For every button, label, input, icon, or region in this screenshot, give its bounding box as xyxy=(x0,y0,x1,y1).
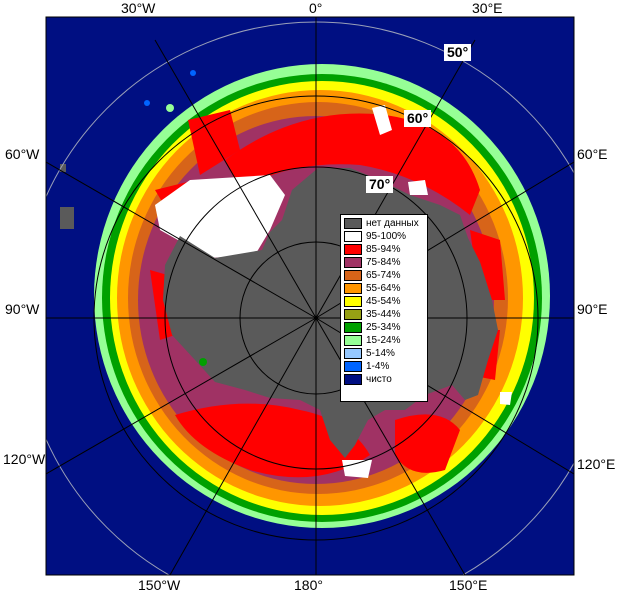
legend-swatch xyxy=(344,296,362,307)
ice-speck-25-34 xyxy=(199,358,207,366)
no-data-dot-left xyxy=(60,164,66,172)
legend-label: 15-24% xyxy=(366,334,401,346)
legend-label: 45-54% xyxy=(366,295,401,307)
legend-item-15-24: 15-24% xyxy=(344,334,427,347)
legend-swatch xyxy=(344,283,362,294)
lon-label-150e: 150°E xyxy=(449,577,488,593)
lat-label-50: 50° xyxy=(444,44,472,61)
legend-item-75-84: 75-84% xyxy=(344,256,427,269)
ice-speck-1-4 xyxy=(144,100,150,106)
legend-swatch xyxy=(344,231,362,242)
legend-swatch xyxy=(344,218,362,229)
legend-label: 55-64% xyxy=(366,282,401,294)
legend-swatch xyxy=(344,322,362,333)
ice-95-100-patches xyxy=(155,105,512,478)
legend-label: чисто xyxy=(366,373,392,385)
legend-item-35-44: 35-44% xyxy=(344,308,427,321)
lat-label-60: 60° xyxy=(404,110,432,127)
legend-swatch xyxy=(344,244,362,255)
legend-swatch xyxy=(344,335,362,346)
lon-label-120w: 120°W xyxy=(3,451,46,467)
legend-label: 65-74% xyxy=(366,269,401,281)
concentration-legend: нет данных 95-100% 85-94% 75-84% 65-74% … xyxy=(340,214,428,402)
lon-label-0-top: 0° xyxy=(309,0,323,16)
legend-item-25-34: 25-34% xyxy=(344,321,427,334)
legend-label: нет данных xyxy=(366,217,419,229)
legend-swatch xyxy=(344,257,362,268)
legend-label: 85-94% xyxy=(366,243,401,255)
legend-label: 35-44% xyxy=(366,308,401,320)
ice-speck-1-4-b xyxy=(190,70,196,76)
legend-swatch xyxy=(344,270,362,281)
lon-label-150w: 150°W xyxy=(138,577,181,593)
map-frame xyxy=(45,16,575,576)
legend-swatch xyxy=(344,374,362,385)
legend-label: 5-14% xyxy=(366,347,395,359)
legend-label: 1-4% xyxy=(366,360,390,372)
lon-label-60e: 60°E xyxy=(577,146,608,162)
lon-label-90w: 90°W xyxy=(5,301,40,317)
legend-item-clear: чисто xyxy=(344,373,427,386)
legend-item-65-74: 65-74% xyxy=(344,269,427,282)
lat-label-70: 70° xyxy=(366,176,394,193)
ice-speck-5-14 xyxy=(166,104,174,112)
legend-label: 75-84% xyxy=(366,256,401,268)
legend-item-no-data: нет данных xyxy=(344,217,427,230)
lon-label-30w-top: 30°W xyxy=(121,0,156,16)
legend-label: 95-100% xyxy=(366,230,407,242)
legend-item-45-54: 45-54% xyxy=(344,295,427,308)
lon-label-180: 180° xyxy=(294,577,323,593)
lon-label-30e-top: 30°E xyxy=(472,0,503,16)
lon-label-60w: 60°W xyxy=(5,146,40,162)
legend-swatch xyxy=(344,361,362,372)
legend-item-55-64: 55-64% xyxy=(344,282,427,295)
legend-label: 25-34% xyxy=(366,321,401,333)
lon-label-120e: 120°E xyxy=(577,456,616,472)
legend-item-85-94: 85-94% xyxy=(344,243,427,256)
legend-item-5-14: 5-14% xyxy=(344,347,427,360)
legend-item-95-100: 95-100% xyxy=(344,230,427,243)
legend-swatch xyxy=(344,309,362,320)
no-data-strip-left xyxy=(60,207,74,229)
lon-label-90e: 90°E xyxy=(577,301,608,317)
legend-swatch xyxy=(344,348,362,359)
legend-item-1-4: 1-4% xyxy=(344,360,427,373)
